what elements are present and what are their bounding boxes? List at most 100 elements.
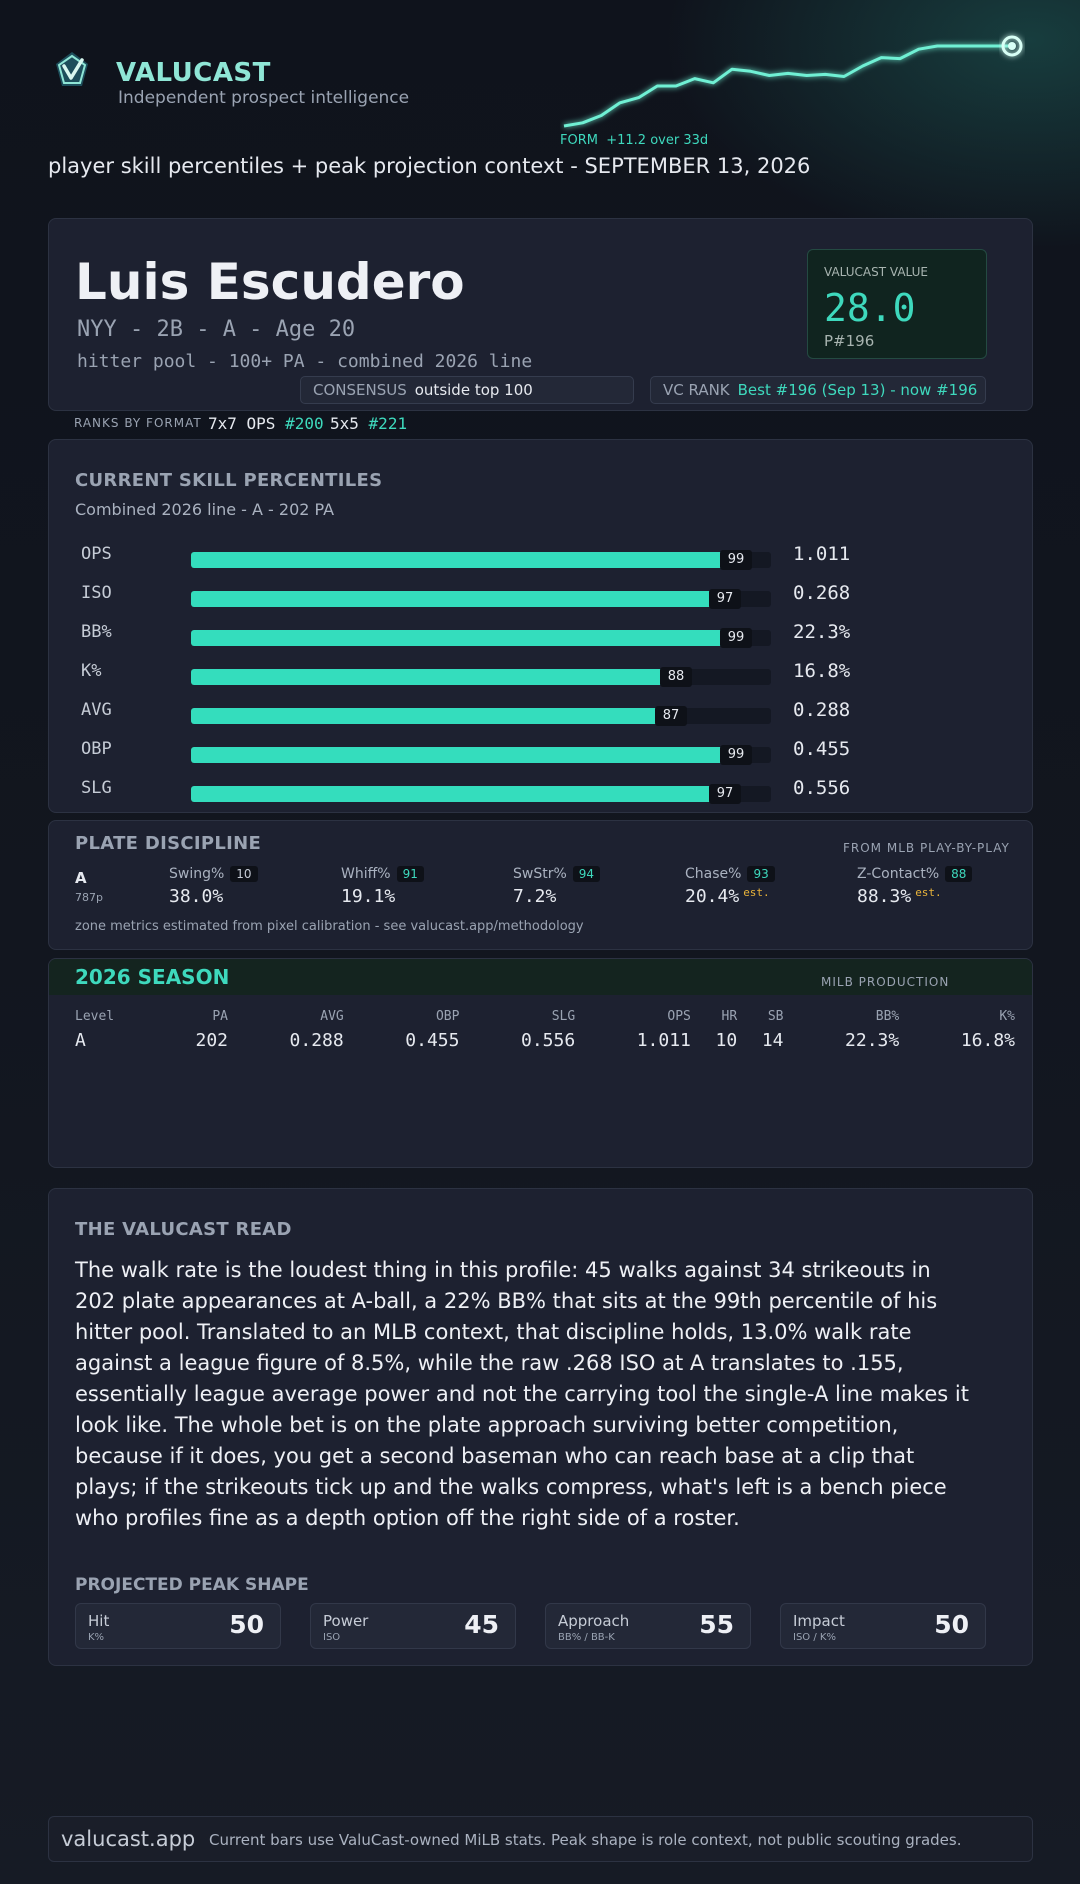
skill-row-iso: ISO 97 0.268 — [49, 581, 1034, 613]
ranks-by-format-label: RANKS BY FORMAT — [74, 416, 202, 430]
skill-label: OPS — [81, 544, 112, 564]
section-title: 2026 SEASON — [75, 965, 230, 989]
player-name: Luis Escudero — [75, 253, 465, 311]
skill-label: K% — [81, 661, 102, 681]
rank-format-5x5: 5x5 #221 — [330, 414, 407, 433]
format-name: 7x7 OPS — [208, 414, 276, 433]
estimate-badge: est. — [743, 886, 770, 899]
skill-label: SLG — [81, 778, 112, 798]
season-col-header: Level — [75, 1009, 115, 1024]
section-subtitle: Combined 2026 line - A - 202 PA — [75, 500, 335, 519]
vc-rank-label: VC RANK — [663, 381, 730, 399]
footer-note: Current bars use ValuCast-owned MiLB sta… — [209, 1831, 962, 1849]
form-label-text: FORM — [560, 133, 598, 148]
pd-metric-label: Whiff% — [341, 866, 391, 882]
peak-sub: ISO / K% — [793, 1632, 836, 1643]
section-title: THE VALUCAST READ — [75, 1219, 292, 1240]
skill-value: 0.288 — [793, 699, 851, 721]
skill-value: 0.556 — [793, 777, 851, 799]
pd-metric: Z-Contact% 88 88.3% est. — [857, 863, 973, 907]
section-title: CURRENT SKILL PERCENTILES — [75, 470, 383, 491]
season-col-header: SB — [767, 1009, 784, 1024]
value-label: VALUCAST VALUE — [824, 265, 928, 279]
peak-label: Hit — [88, 1612, 110, 1630]
skill-bar-fill — [191, 708, 661, 724]
skill-percentile-badge: 88 — [660, 667, 692, 687]
form-delta: +11.2 over 33d — [606, 133, 709, 148]
footer: valucast.app Current bars use ValuCast-o… — [48, 1816, 1033, 1862]
pd-metric-value: 88.3% est. — [857, 886, 972, 907]
pd-note: zone metrics estimated from pixel calibr… — [75, 919, 584, 934]
form-label: FORM +11.2 over 33d — [560, 133, 708, 148]
pd-metric-header: Whiff% 91 — [341, 863, 424, 882]
peak-sub: BB% / BB-K — [558, 1632, 615, 1643]
season-col-header: AVG — [320, 1009, 344, 1024]
rank-format-7x7: 7x7 OPS #200 — [208, 414, 324, 433]
pd-value-text: 20.4% — [685, 886, 740, 907]
season-cell: 14 — [761, 1030, 784, 1051]
peak-box-impact: Impact ISO / K% 50 — [780, 1603, 986, 1649]
estimate-badge: est. — [915, 886, 942, 899]
season-col-header: OBP — [435, 1009, 460, 1024]
format-rank: #221 — [368, 414, 408, 433]
section-title: PLATE DISCIPLINE — [75, 833, 262, 854]
skill-row-avg: AVG 87 0.288 — [49, 698, 1034, 730]
pd-percentile-badge: 88 — [945, 866, 973, 882]
skill-percentile-badge: 97 — [709, 784, 741, 804]
pd-metric-label: Z-Contact% — [857, 866, 940, 882]
brand-tagline: Independent prospect intelligence — [118, 88, 410, 108]
skill-percentile-badge: 99 — [720, 628, 752, 648]
skill-bar-fill — [191, 747, 726, 763]
skill-bar-track: 99 — [191, 550, 771, 570]
plate-discipline-card: PLATE DISCIPLINE FROM MLB PLAY-BY-PLAY A… — [48, 820, 1033, 950]
skill-percentile-badge: 99 — [720, 550, 752, 570]
section-source: FROM MLB PLAY-BY-PLAY — [843, 841, 1010, 855]
season-cell: 16.8% — [960, 1030, 1015, 1051]
footer-site-link[interactable]: valucast.app — [61, 1827, 196, 1851]
peak-box-hit: Hit K% 50 — [75, 1603, 281, 1649]
skill-label: OBP — [81, 739, 112, 759]
season-card: 2026 SEASON MILB PRODUCTION Level PA AVG OB… — [48, 958, 1033, 1168]
season-cell: 0.455 — [405, 1030, 460, 1051]
peak-label: Power — [323, 1612, 369, 1630]
pd-metric: Whiff% 91 19.1% — [341, 863, 424, 907]
season-header — [49, 959, 1032, 995]
peak-value: 50 — [934, 1610, 969, 1639]
value-number: 28.0 — [824, 286, 916, 330]
form-current-point — [1001, 35, 1023, 57]
season-cell: A — [75, 1030, 86, 1051]
format-name: 5x5 — [330, 414, 359, 433]
peak-box-power: Power ISO 45 — [310, 1603, 516, 1649]
season-cell: 1.011 — [636, 1030, 691, 1051]
skill-label: AVG — [81, 700, 112, 720]
pd-percentile-badge: 10 — [230, 866, 258, 882]
skill-row-obp: OBP 99 0.455 — [49, 737, 1034, 769]
season-col-header: BB% — [875, 1009, 900, 1024]
consensus-label: CONSENSUS — [313, 381, 407, 399]
pd-metric-header: Z-Contact% 88 — [857, 863, 973, 882]
skill-label: ISO — [81, 583, 112, 603]
pd-metric-label: Swing% — [169, 866, 225, 882]
peak-label: Impact — [793, 1612, 845, 1630]
vc-rank-chip: VC RANK Best #196 (Sep 13) - now #196 — [650, 376, 986, 404]
skill-row-ops: OPS 99 1.011 — [49, 542, 1034, 574]
skill-bar-fill — [191, 669, 666, 685]
valucast-logo-icon — [56, 52, 88, 86]
pd-metric-value: 38.0% — [169, 886, 258, 907]
table-row: A 202 0.288 0.455 0.556 1.011 10 14 22.3% 16.8% — [75, 1030, 1015, 1051]
pd-level: A — [75, 869, 87, 887]
skill-bar-track: 99 — [191, 745, 771, 765]
skill-label: BB% — [81, 622, 112, 642]
pd-metric-value: 20.4% est. — [685, 886, 775, 907]
peak-value: 55 — [699, 1610, 734, 1639]
page-subtitle: player skill percentiles + peak projecti… — [48, 154, 811, 178]
consensus-value: outside top 100 — [414, 381, 533, 399]
player-card: Luis Escudero NYY - 2B - A - Age 20 hitt… — [48, 218, 1033, 411]
skill-row-slg: SLG 97 0.556 — [49, 776, 1034, 808]
skill-bar-track: 97 — [191, 589, 771, 609]
skill-bar-fill — [191, 630, 726, 646]
pd-metric: SwStr% 94 7.2% — [513, 863, 601, 907]
skill-percentile-badge: 87 — [655, 706, 687, 726]
pd-pitches: 787p — [75, 891, 103, 904]
season-cell: 10 — [715, 1030, 738, 1051]
